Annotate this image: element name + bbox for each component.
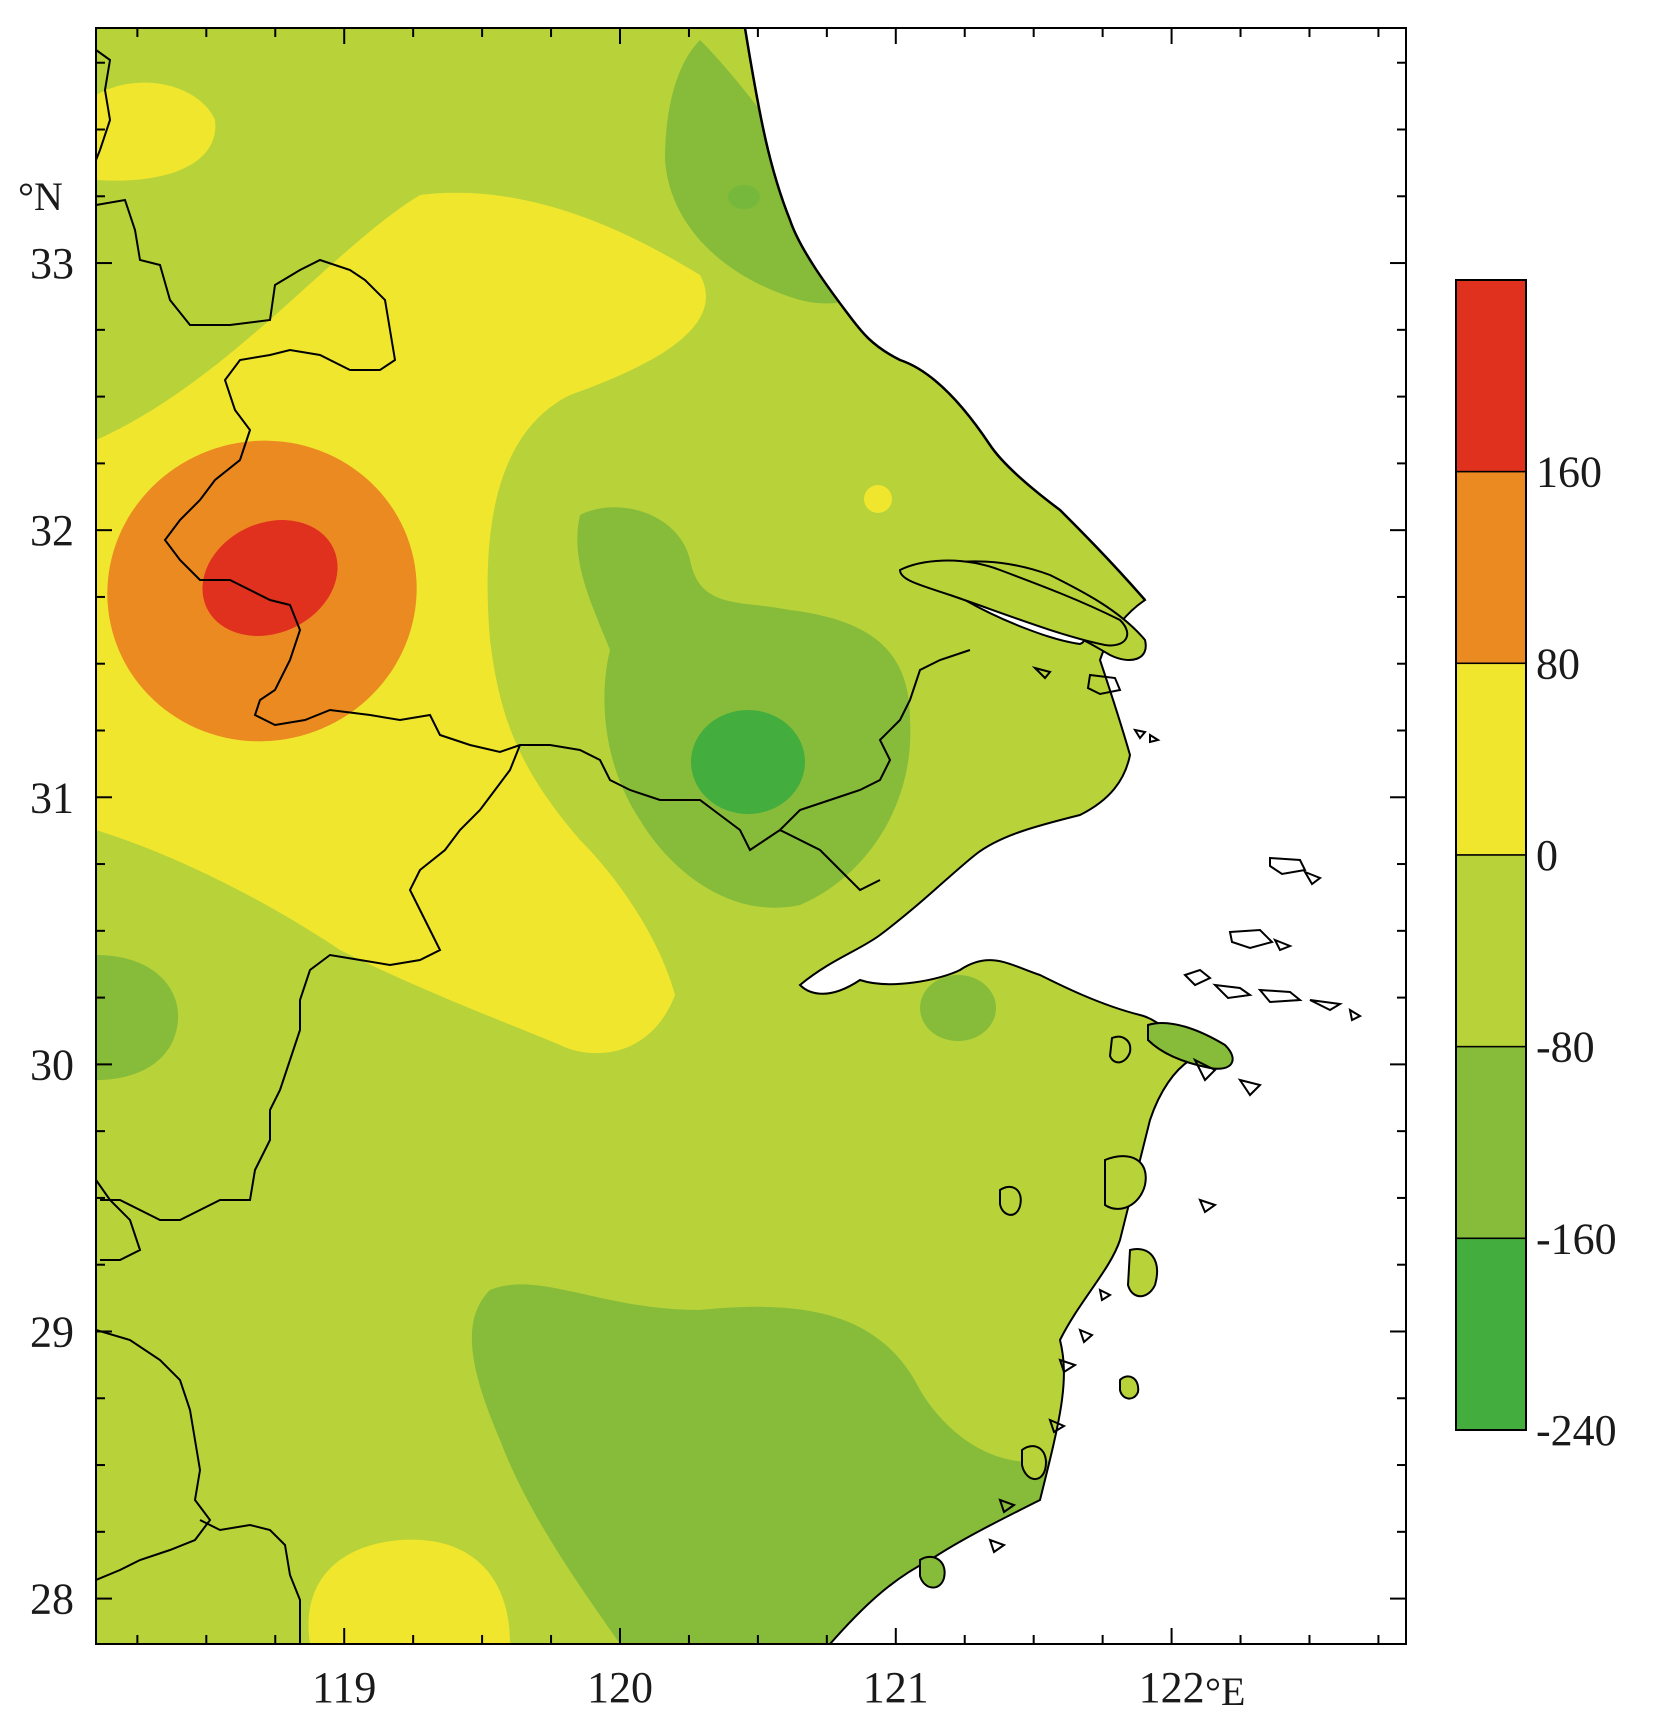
legend-swatch bbox=[1455, 662, 1527, 856]
coastline bbox=[743, 28, 1146, 601]
lon-tick-label: 122 bbox=[1139, 1663, 1205, 1712]
legend-label: 0 bbox=[1536, 831, 1558, 880]
axis-tick-labels: 119 120 121 122 33 32 31 30 29 28 bbox=[30, 239, 1205, 1712]
legend-label: 160 bbox=[1536, 448, 1602, 497]
island bbox=[1147, 1021, 1234, 1070]
province-border bbox=[96, 49, 971, 1644]
island bbox=[1126, 1248, 1158, 1298]
legend-label: -240 bbox=[1536, 1406, 1617, 1455]
contour-zone-yellow-s bbox=[308, 1539, 510, 1644]
lat-tick-label: 31 bbox=[30, 773, 74, 822]
legend-swatch bbox=[1455, 1237, 1527, 1431]
island bbox=[1104, 1155, 1147, 1210]
lon-tick-label: 119 bbox=[312, 1663, 376, 1712]
contour-zone-green-w bbox=[96, 955, 179, 1080]
island bbox=[1108, 1035, 1132, 1064]
legend-label: -160 bbox=[1536, 1214, 1617, 1263]
contour-zone-green-e bbox=[920, 975, 996, 1041]
contour-zone-bright-green bbox=[691, 710, 805, 814]
legend-label: 80 bbox=[1536, 639, 1580, 688]
contour-zone-yellow-dot bbox=[864, 485, 892, 513]
contour-zone-red bbox=[202, 520, 338, 636]
legend-swatch bbox=[1455, 470, 1527, 665]
island bbox=[919, 1555, 946, 1589]
lat-tick-label: 33 bbox=[30, 239, 74, 288]
legend-swatch bbox=[1455, 279, 1527, 473]
lat-tick-label: 28 bbox=[30, 1575, 74, 1624]
lat-unit-label: °N bbox=[18, 174, 63, 219]
contour-zone-yellow-nw bbox=[96, 82, 216, 181]
offshore-island bbox=[988, 666, 1363, 1554]
contour-zone-green-center bbox=[577, 507, 911, 908]
lon-unit-label: °E bbox=[1205, 1669, 1245, 1714]
legend-swatch bbox=[1455, 1045, 1527, 1240]
contour-field bbox=[96, 28, 1406, 1644]
contour-zone-bright-green-ne bbox=[728, 185, 760, 209]
lon-tick-label: 121 bbox=[863, 1663, 929, 1712]
legend-frame bbox=[1455, 279, 1527, 1431]
lat-tick-label: 32 bbox=[30, 506, 74, 555]
contour-zone-green-s bbox=[471, 1284, 1059, 1644]
lat-tick-label: 30 bbox=[30, 1040, 74, 1089]
axis-ticks bbox=[96, 28, 1406, 1644]
legend-swatch bbox=[1455, 854, 1527, 1048]
island bbox=[1021, 1445, 1047, 1480]
island bbox=[999, 1185, 1022, 1216]
lat-tick-label: 29 bbox=[30, 1307, 74, 1356]
chongming-island bbox=[898, 559, 1129, 647]
color-legend: 160 80 0 -80 -160 -240 bbox=[1455, 279, 1617, 1455]
island bbox=[1119, 1375, 1140, 1400]
plot-frame bbox=[95, 27, 1407, 1645]
lon-tick-label: 120 bbox=[587, 1663, 653, 1712]
legend-label: -80 bbox=[1536, 1023, 1595, 1072]
